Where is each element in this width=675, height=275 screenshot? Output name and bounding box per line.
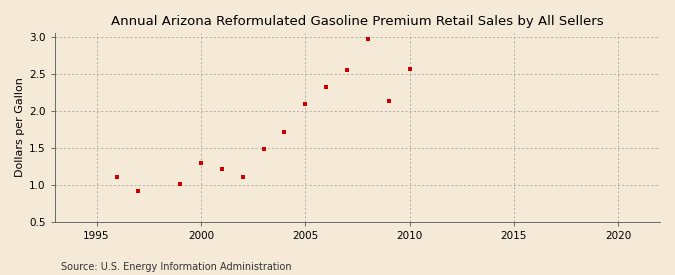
Point xyxy=(321,84,331,89)
Point xyxy=(175,182,186,186)
Point xyxy=(342,67,352,72)
Point xyxy=(279,130,290,134)
Point xyxy=(404,67,415,71)
Y-axis label: Dollars per Gallon: Dollars per Gallon xyxy=(15,78,25,177)
Point xyxy=(133,188,144,193)
Point xyxy=(237,175,248,180)
Text: Source: U.S. Energy Information Administration: Source: U.S. Energy Information Administ… xyxy=(61,262,292,272)
Point xyxy=(112,175,123,180)
Title: Annual Arizona Reformulated Gasoline Premium Retail Sales by All Sellers: Annual Arizona Reformulated Gasoline Pre… xyxy=(111,15,603,28)
Point xyxy=(383,99,394,103)
Point xyxy=(217,166,227,171)
Point xyxy=(258,146,269,151)
Point xyxy=(300,102,310,106)
Point xyxy=(196,160,207,165)
Point xyxy=(362,36,373,41)
